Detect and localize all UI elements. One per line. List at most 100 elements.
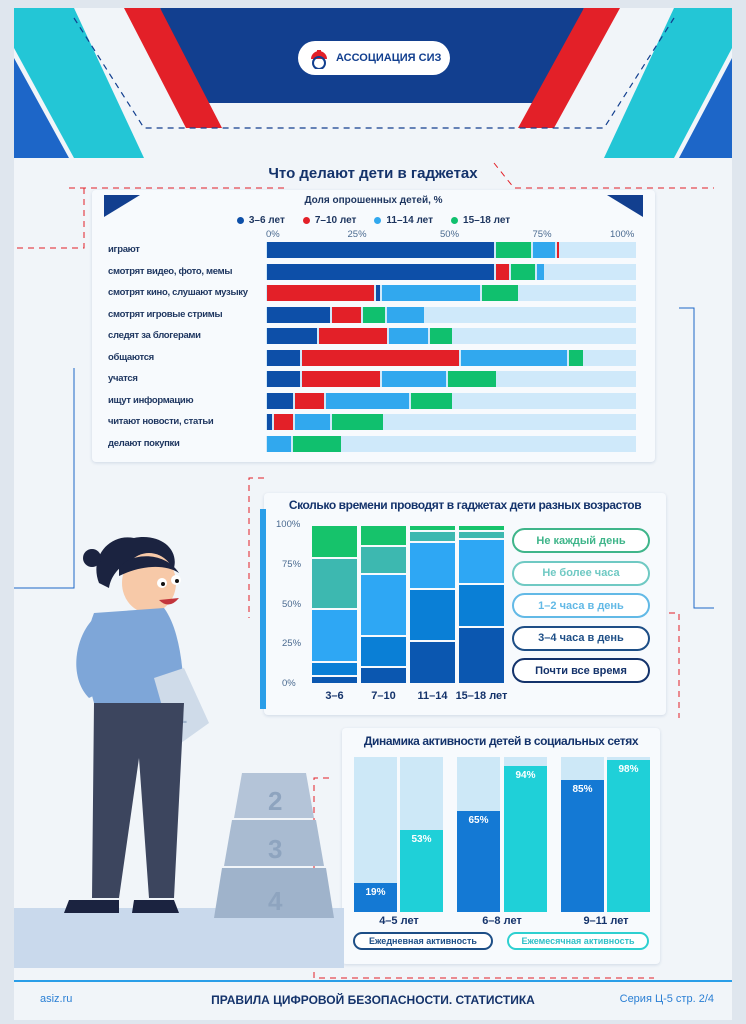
bar-segment-c [381,371,447,387]
bar-daily [457,811,500,912]
bar-segment-a [267,306,330,323]
logo-badge[interactable]: АССОЦИАЦИЯ СИЗ [298,41,450,75]
x-tick-label: 0% [266,229,280,240]
stack-segment [459,532,504,539]
row-label: играют [108,244,140,255]
x-tick-label: 50% [440,229,460,240]
bar-segment-a [267,414,273,430]
stack-segment [361,526,406,545]
panel-accent [260,509,266,709]
legend-label: 7–10 лет [314,215,357,226]
legend-dot-icon [374,217,382,224]
stack-segment [312,610,357,661]
y-tick-label: 25% [282,638,302,650]
bar-segment-d [411,392,452,409]
bar-segment-d [448,371,497,387]
x-tick-label: 100% [610,229,635,240]
bar-segment-c [533,242,556,258]
bar-segment-a [267,349,301,366]
stack-segment [459,584,504,626]
footer-series: Серия Ц-5 стр. 2/4 [619,993,714,1005]
row-label: читают новости, статьи [108,416,214,427]
bar-segment-b [331,306,362,323]
bar-segment-c [387,306,425,323]
bar-segment-b [274,414,293,430]
legend-pill[interactable]: Почти все время [512,658,650,683]
legend-pill-monthly[interactable]: Ежемесячная активность [507,932,649,950]
footer-title: ПРАВИЛА ЦИФРОВОЙ БЕЗОПАСНОСТИ. СТАТИСТИК… [211,993,535,1007]
stack-segment [312,559,357,609]
bar-segment-a [267,242,495,258]
stack-segment [361,546,406,574]
bar-segment-a [267,392,293,409]
bar-segment-d [429,328,452,344]
stack-segment [361,637,406,666]
x-category-label: 7–10 [371,690,396,702]
bar-segment-d [292,435,341,452]
chart1-legend: 3–6 лет 7–10 лет 11–14 лет 15–18 лет [92,209,655,228]
row-label: следят за блогерами [108,330,201,341]
stack-segment [312,662,357,676]
bar-segment-a [376,285,380,301]
row-label: смотрят видео, фото, мемы [108,265,233,277]
legend-pill[interactable]: Не каждый день [512,528,650,553]
bar-value-label: 53% [411,833,432,845]
logo-helmet-icon [311,50,327,69]
header-decoration [14,8,732,158]
stack-segment [410,532,455,542]
row-label: ищут информацию [108,394,194,406]
bar-monthly [607,760,650,912]
bar-segment-a [267,328,317,344]
y-tick-label: 75% [282,558,302,570]
legend-pill-daily[interactable]: Ежедневная активность [353,932,493,950]
bar-segment-c [537,263,545,280]
x-category-label: 3–6 [325,690,344,702]
stack-segment [361,667,406,683]
bar-segment-a [267,371,301,387]
bar-value-label: 98% [618,764,639,776]
pyramid-label-2: 2 [268,786,282,816]
pyramid-level-3 [224,820,324,866]
legend-label: 11–14 лет [386,215,434,226]
legend-item: 11–14 лет [374,215,433,226]
bar-value-label: 65% [468,815,489,827]
row-label: учатся [108,373,138,384]
x-category-label: 4–5 лет [379,915,419,927]
bar-value-label: 19% [365,886,386,898]
illustration-woman-pyramid: 2 3 4 1 [14,537,344,968]
y-tick-label: 100% [276,519,301,530]
pyramid-label-4: 4 [268,886,283,916]
stack-segment [410,543,455,588]
legend-pill[interactable]: Не более часа [512,560,650,586]
legend-dot-icon [451,217,459,224]
footer-site-link[interactable]: asiz.ru [40,993,73,1005]
bar-segment-d [568,349,584,366]
bar-segment-d [481,285,519,301]
legend-pill[interactable]: 1–2 часа в день [512,593,650,618]
legend-item: 15–18 лет [451,215,510,226]
bar-segment-b [496,263,510,280]
bar-value-label: 94% [515,770,536,782]
x-category-label: 9–11 лет [583,915,629,927]
logo-text: АССОЦИАЦИЯ СИЗ [336,52,442,64]
stack-segment [459,627,504,683]
bar-daily [354,882,397,912]
stack-segment [410,642,455,683]
bar-segment-d [511,263,536,280]
pyramid-level-4 [214,868,334,918]
legend-pill[interactable]: 3–4 часа в день [512,625,650,651]
bar-daily [561,780,604,912]
bar-segment-d [331,414,384,430]
stack-segment [459,540,504,583]
y-tick-label: 50% [282,598,302,610]
stack-segment [361,575,406,636]
legend-item: 3–6 лет [236,215,285,226]
bar-segment-b [294,392,325,409]
bar-segment-c [381,285,480,301]
x-tick-label: 25% [347,229,367,240]
legend-label: 15–18 лет [463,215,511,226]
stack-segment [410,526,455,531]
corner-triangle [607,195,643,217]
row-label: смотрят кино, слушают музыку [108,287,248,298]
pyramid-label-3: 3 [268,834,282,864]
